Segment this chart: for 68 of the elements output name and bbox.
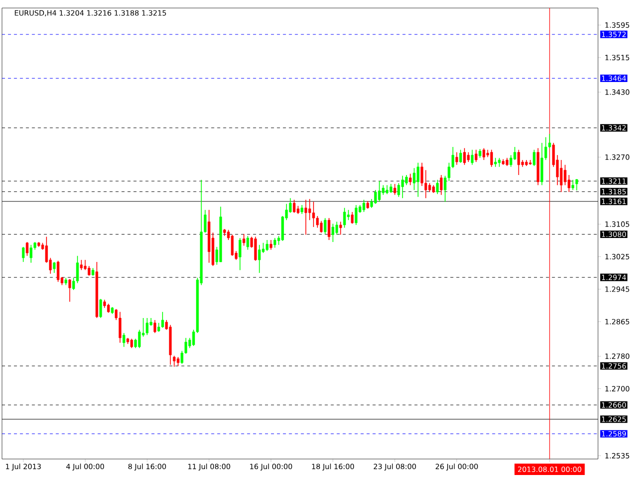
candlestick <box>80 260 83 270</box>
candlestick <box>463 148 466 166</box>
candlestick <box>408 173 412 186</box>
candlestick <box>362 199 366 212</box>
candlestick <box>266 240 268 252</box>
candlestick <box>575 178 578 191</box>
candlestick <box>374 190 377 204</box>
candlestick <box>320 220 323 234</box>
candlestick <box>22 246 25 262</box>
candlestick <box>378 180 381 202</box>
candlestick <box>88 266 90 276</box>
candlestick <box>26 242 28 256</box>
candlestick <box>405 174 408 186</box>
candlestick <box>420 162 424 186</box>
candlestick <box>412 168 416 190</box>
candlestick <box>161 312 164 328</box>
candlestick <box>335 221 338 236</box>
candlestick <box>118 312 122 344</box>
candlestick <box>517 149 520 176</box>
candlestick <box>254 236 257 262</box>
candlestick <box>510 154 512 168</box>
candlestick <box>292 199 296 214</box>
candlestick <box>401 175 404 199</box>
candlestick <box>56 260 60 282</box>
candlestick <box>424 170 428 199</box>
candlestick <box>99 298 102 318</box>
candlestick <box>467 152 470 162</box>
candlestick <box>312 201 315 228</box>
candlestick <box>246 236 250 250</box>
candlestick <box>332 223 334 242</box>
candlestick <box>52 262 56 274</box>
candlestick <box>572 179 574 190</box>
candlestick <box>416 162 420 198</box>
candlestick <box>138 329 141 348</box>
candlestick <box>564 164 566 186</box>
candlestick <box>482 148 486 160</box>
candlestick <box>242 234 246 246</box>
candlestick <box>343 208 346 228</box>
candlestick <box>440 174 443 196</box>
candlestick <box>270 240 272 250</box>
candlestick <box>470 149 474 166</box>
candlestick <box>540 142 544 186</box>
candlestick <box>68 278 72 302</box>
candlestick <box>455 152 458 166</box>
candlestick <box>397 182 400 198</box>
candlestick <box>560 160 563 192</box>
candlestick <box>238 238 242 270</box>
candlestick <box>532 149 536 166</box>
candlestick <box>130 338 133 348</box>
candlestick <box>308 198 311 220</box>
candlestick <box>459 149 462 164</box>
candlestick <box>324 218 326 234</box>
candlestick <box>304 199 308 236</box>
candlestick <box>490 149 493 168</box>
candlestick <box>274 238 276 248</box>
candlestick <box>436 179 439 194</box>
candlestick <box>316 216 319 228</box>
candlestick <box>146 318 148 336</box>
candlestick <box>474 149 478 162</box>
candlestick <box>230 234 234 256</box>
candlestick <box>394 184 396 196</box>
candlestick <box>354 204 358 226</box>
candlestick <box>30 244 32 264</box>
candlestick <box>154 320 156 334</box>
candlestick <box>122 332 126 348</box>
candlestick <box>328 218 330 240</box>
candlestick <box>339 221 342 236</box>
candlestick <box>258 244 261 274</box>
